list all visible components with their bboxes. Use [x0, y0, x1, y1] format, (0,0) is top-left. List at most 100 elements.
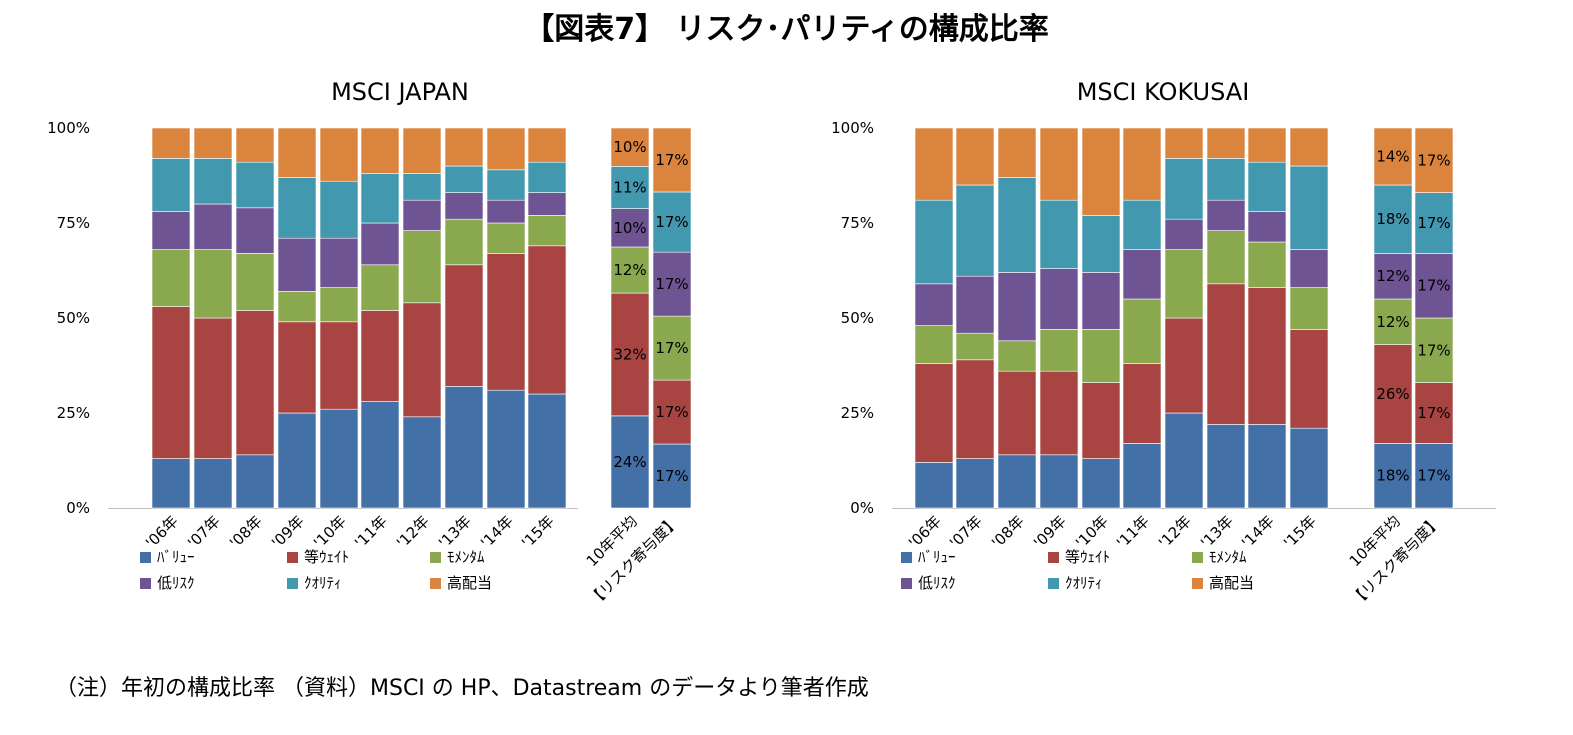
bar-segment-value	[402, 416, 442, 509]
legend-swatch-value	[901, 552, 912, 563]
bar-segment-value	[1247, 424, 1287, 509]
bar-segment-equal	[444, 264, 484, 387]
bar-segment-quality	[1373, 184, 1413, 254]
data-label: 18%	[1376, 467, 1409, 485]
bar-segment-lowrisk	[1414, 253, 1454, 319]
bar-segment-dividend	[997, 127, 1037, 178]
bar-segment-equal	[319, 321, 359, 410]
bar-segment-equal	[235, 310, 275, 456]
legend-swatch-value	[140, 552, 151, 563]
bar-segment-momentum	[1289, 287, 1329, 330]
bar-segment-quality	[1289, 165, 1329, 250]
bar-segment-lowrisk	[527, 192, 567, 216]
legend-label-equal: 等ｳｪｲﾄ	[1065, 548, 1110, 566]
bar-segment-value	[319, 408, 359, 509]
bar-segment-equal	[1122, 363, 1162, 444]
bar-segment-equal	[1289, 329, 1329, 429]
legend-label-dividend: 高配当	[447, 574, 492, 592]
bar-segment-quality	[486, 169, 526, 201]
bar-segment-lowrisk	[360, 222, 400, 266]
bar-segment-equal	[527, 245, 567, 395]
data-label: 17%	[1417, 467, 1450, 485]
x-tick-label: '15年	[1280, 512, 1320, 552]
bar-segment-quality	[1414, 192, 1454, 254]
bar-segment-equal	[1081, 382, 1121, 459]
bar-segment-quality	[151, 158, 191, 212]
bar-segment-lowrisk	[193, 203, 233, 250]
data-label: 18%	[1376, 210, 1409, 228]
bar-segment-momentum	[402, 230, 442, 304]
chart-title: MSCI JAPAN	[331, 78, 469, 106]
data-label: 17%	[1417, 341, 1450, 359]
legend-swatch-dividend	[1192, 578, 1203, 589]
bar-segment-momentum	[1206, 230, 1246, 285]
legend-swatch-lowrisk	[901, 578, 912, 589]
x-tick-label: '11年	[351, 512, 391, 552]
bar-segment-value	[193, 458, 233, 509]
bar-segment-momentum	[1164, 249, 1204, 319]
bar-segment-equal	[1206, 283, 1246, 425]
bar-segment-quality	[610, 166, 650, 209]
bar-segment-lowrisk	[610, 208, 650, 248]
legend-swatch-quality	[287, 578, 298, 589]
x-tick-label: '13年	[1197, 512, 1237, 552]
bar-segment-value	[444, 386, 484, 509]
data-label: 12%	[1376, 267, 1409, 285]
y-tick-label: 25%	[841, 404, 874, 422]
bar-segment-quality	[360, 173, 400, 224]
chart-msci-japan: MSCI JAPAN 0% 25% 50% 75% 100% '06年 '07年 '08年 '09…	[47, 78, 692, 610]
bar-segment-momentum	[193, 249, 233, 319]
bar-segment-dividend	[151, 127, 191, 159]
bar-segment-equal	[151, 306, 191, 459]
bar-segment-dividend	[1039, 127, 1079, 201]
bar-segment-value	[151, 458, 191, 509]
bar-segment-lowrisk	[1081, 272, 1121, 330]
bar-segment-value	[277, 412, 317, 509]
bar-segment-momentum	[1414, 317, 1454, 383]
bar-segment-momentum	[235, 253, 275, 311]
bar-segment-dividend	[193, 127, 233, 159]
bar-segment-value	[1289, 427, 1329, 509]
x-tick-label: '09年	[1030, 512, 1070, 552]
bar-segment-momentum	[914, 325, 954, 364]
data-label: 17%	[1417, 404, 1450, 422]
bar-segment-momentum	[1122, 298, 1162, 364]
bar-segment-equal	[193, 317, 233, 459]
bar-segment-quality	[1081, 215, 1121, 273]
legend-swatch-lowrisk	[140, 578, 151, 589]
y-tick-label: 50%	[841, 309, 874, 327]
bar-segment-quality	[1206, 158, 1246, 201]
bar-segment-equal	[1247, 287, 1287, 425]
bar-segment-momentum	[1247, 241, 1287, 288]
legend-swatch-equal	[287, 552, 298, 563]
x-tick-label: '08年	[226, 512, 266, 552]
bar-segment-dividend	[652, 127, 692, 193]
bar-segment-lowrisk	[486, 199, 526, 224]
data-label: 17%	[655, 213, 688, 231]
x-tick-label: '07年	[946, 512, 986, 552]
bar-segment-equal	[402, 302, 442, 418]
bar-segment-quality	[652, 191, 692, 253]
legend-label-value: ﾊﾞﾘｭｰ	[157, 548, 195, 566]
bar-segment-dividend	[1247, 127, 1287, 163]
bar-segment-momentum	[277, 291, 317, 323]
bar-segment-dividend	[610, 127, 650, 167]
bar-segment-dividend	[360, 127, 400, 174]
bar-segment-equal	[277, 321, 317, 414]
bar-segment-equal	[955, 359, 995, 459]
bar-segment-lowrisk	[1164, 218, 1204, 250]
bar-segment-quality	[1039, 199, 1079, 269]
data-label: 17%	[655, 275, 688, 293]
data-label: 10%	[613, 219, 646, 237]
data-label: 17%	[1417, 214, 1450, 232]
bar-segment-value	[1373, 443, 1413, 509]
bar-segment-dividend	[955, 127, 995, 186]
legend-label-equal: 等ｳｪｲﾄ	[304, 548, 349, 566]
bar-segment-dividend	[1289, 127, 1329, 167]
bar-segment-equal	[486, 253, 526, 391]
bar-segment-equal	[610, 292, 650, 417]
bar-segment-quality	[1122, 199, 1162, 250]
bar-segment-dividend	[1164, 127, 1204, 159]
bar-segment-value	[955, 458, 995, 509]
data-label: 24%	[613, 453, 646, 471]
